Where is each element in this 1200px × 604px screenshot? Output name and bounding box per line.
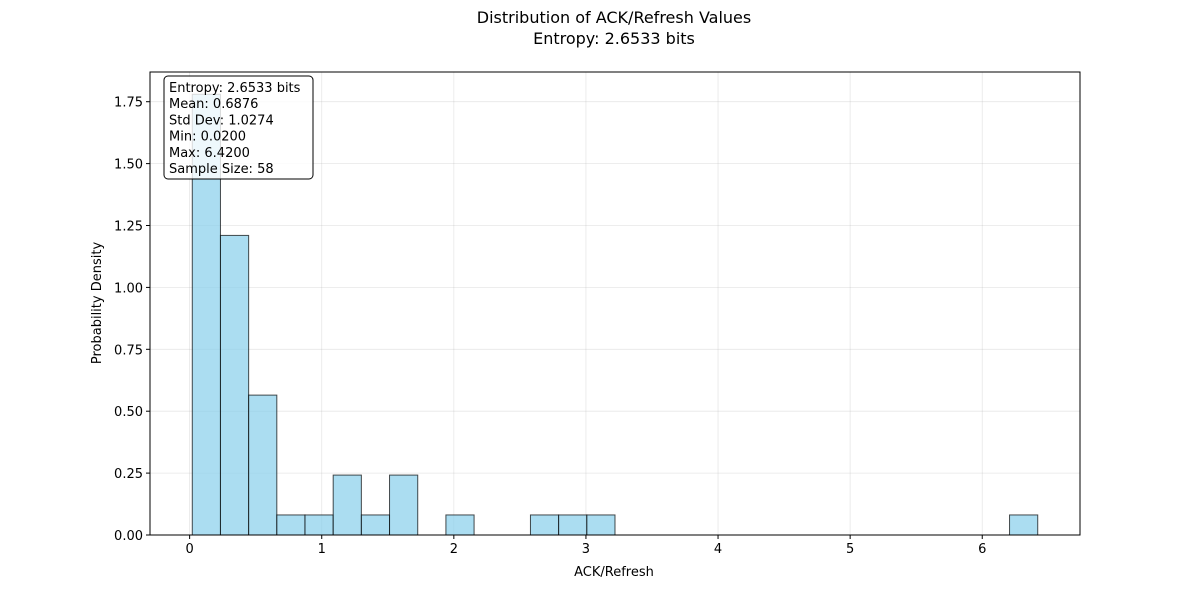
stats-line-3: Min: 0.0200: [169, 130, 246, 145]
stats-line-0: Entropy: 2.6533 bits: [169, 81, 301, 96]
y-tick-label-3: 0.75: [114, 343, 143, 358]
histogram-bar-7: [389, 474, 419, 536]
histogram-bar-2: [248, 394, 278, 536]
chart-subtitle: Entropy: 2.6533 bits: [533, 29, 695, 48]
histogram-bar-3: [276, 514, 306, 536]
histogram-bar-5: [332, 474, 362, 536]
histogram-bar-1: [219, 234, 250, 536]
x-axis-label: ACK/Refresh: [574, 565, 654, 580]
y-tick-label-7: 1.75: [114, 96, 143, 111]
x-axis-ticks: 0 1 2 3 4 5 6: [185, 535, 986, 557]
x-tick-label-4: 4: [714, 542, 722, 557]
histogram-bar-4: [304, 514, 334, 536]
y-axis-ticks: 0.00 0.25 0.50 0.75 1.00 1.25 1.50 1.75: [114, 96, 150, 544]
stats-line-1: Mean: 0.6876: [169, 97, 258, 112]
histogram-bar-12: [529, 514, 560, 536]
histogram-bar-14: [586, 514, 616, 536]
x-tick-label-0: 0: [185, 542, 193, 557]
y-tick-label-4: 1.00: [114, 281, 143, 296]
y-tick-label-2: 0.50: [114, 405, 143, 420]
histogram-bar-6: [360, 514, 391, 536]
y-axis-label: Probability Density: [90, 242, 105, 365]
y-tick-label-6: 1.50: [114, 158, 143, 173]
histogram-bar-29: [1009, 514, 1039, 536]
axes-frame: [149, 71, 1081, 536]
y-tick-label-5: 1.25: [114, 220, 143, 235]
histogram-bar-9: [445, 514, 475, 536]
stats-box-background: [163, 75, 314, 180]
stats-line-2: Std Dev: 1.0274: [169, 113, 274, 128]
x-tick-label-2: 2: [450, 542, 458, 557]
y-tick-label-1: 0.25: [114, 467, 143, 482]
x-tick-label-1: 1: [318, 542, 326, 557]
x-tick-label-6: 6: [978, 542, 986, 557]
chart-title: Distribution of ACK/Refresh Values: [477, 8, 751, 27]
x-tick-label-3: 3: [582, 542, 590, 557]
x-tick-label-5: 5: [846, 542, 854, 557]
stats-line-5: Sample Size: 58: [169, 162, 274, 177]
y-tick-label-0: 0.00: [114, 529, 143, 544]
histogram-bar-13: [558, 514, 588, 536]
stats-line-4: Max: 6.4200: [169, 146, 250, 161]
